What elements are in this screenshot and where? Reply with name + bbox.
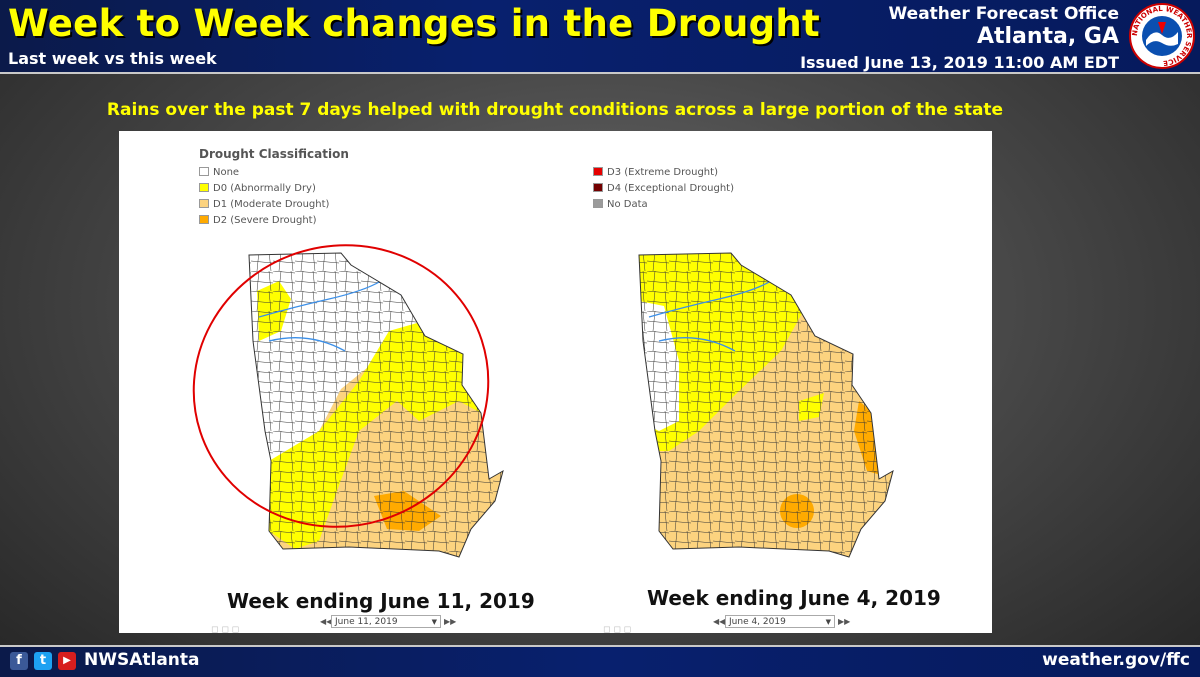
chevron-down-icon: ▼ [431, 618, 437, 626]
legend-item-d2: D2 (Severe Drought) [199, 215, 317, 226]
legend-swatch [199, 215, 209, 224]
page-subtitle: Last week vs this week [8, 49, 217, 68]
legend-swatch [199, 199, 209, 208]
map1-caption: Week ending June 11, 2019 [227, 589, 535, 613]
legend-item-d4: D4 (Exceptional Drought) [593, 183, 734, 194]
office-line1: Weather Forecast Office [888, 4, 1119, 24]
drought-maps [192, 244, 894, 558]
highlight-circle [192, 244, 490, 528]
legend-title: Drought Classification [199, 147, 349, 161]
map1-date-select[interactable]: June 11, 2019 ▼ [331, 615, 441, 628]
facebook-icon[interactable]: f [10, 652, 28, 670]
legend-swatch [199, 167, 209, 176]
twitter-icon[interactable]: t [34, 652, 52, 670]
map1-prev-icon[interactable]: ◀◀ [320, 617, 333, 626]
chevron-down-icon: ▼ [825, 618, 831, 626]
map2-caption: Week ending June 4, 2019 [647, 586, 941, 610]
website-link[interactable]: weather.gov/ffc [1042, 650, 1190, 670]
footer-bar: f t ▶ NWSAtlanta weather.gov/ffc [0, 645, 1200, 677]
map-panel: Drought Classification None D0 (Abnormal… [119, 131, 992, 633]
map1-next-icon[interactable]: ▶▶ [444, 617, 457, 626]
legend-item-none: None [199, 167, 239, 178]
map2-prev-icon[interactable]: ◀◀ [713, 617, 726, 626]
office-line2: Atlanta, GA [976, 24, 1119, 49]
legend-swatch [593, 199, 603, 208]
map1-tick-icons: ◻ ◻ ◻ [211, 625, 240, 633]
office-block: Weather Forecast Office Atlanta, GA Issu… [800, 4, 1119, 74]
nws-logo-icon: NATIONAL WEATHER SERVICE [1129, 3, 1195, 69]
page-title: Week to Week changes in the Drought [8, 2, 821, 45]
legend-swatch [199, 183, 209, 192]
legend-swatch [593, 167, 603, 176]
headline: Rains over the past 7 days helped with d… [106, 100, 1004, 120]
map2-next-icon[interactable]: ▶▶ [838, 617, 851, 626]
legend-item-d0: D0 (Abnormally Dry) [199, 183, 316, 194]
legend-item-nodata: No Data [593, 199, 648, 210]
issued-time: Issued June 13, 2019 11:00 AM EDT [800, 53, 1119, 72]
legend-item-d3: D3 (Extreme Drought) [593, 167, 718, 178]
youtube-icon[interactable]: ▶ [58, 652, 76, 670]
map2-date-select[interactable]: June 4, 2019 ▼ [725, 615, 835, 628]
legend-item-d1: D1 (Moderate Drought) [199, 199, 329, 210]
map2-tick-icons: ◻ ◻ ◻ [603, 625, 632, 633]
header-bar: Week to Week changes in the Drought Last… [0, 0, 1200, 74]
social-handle[interactable]: NWSAtlanta [84, 650, 200, 670]
legend-swatch [593, 183, 603, 192]
